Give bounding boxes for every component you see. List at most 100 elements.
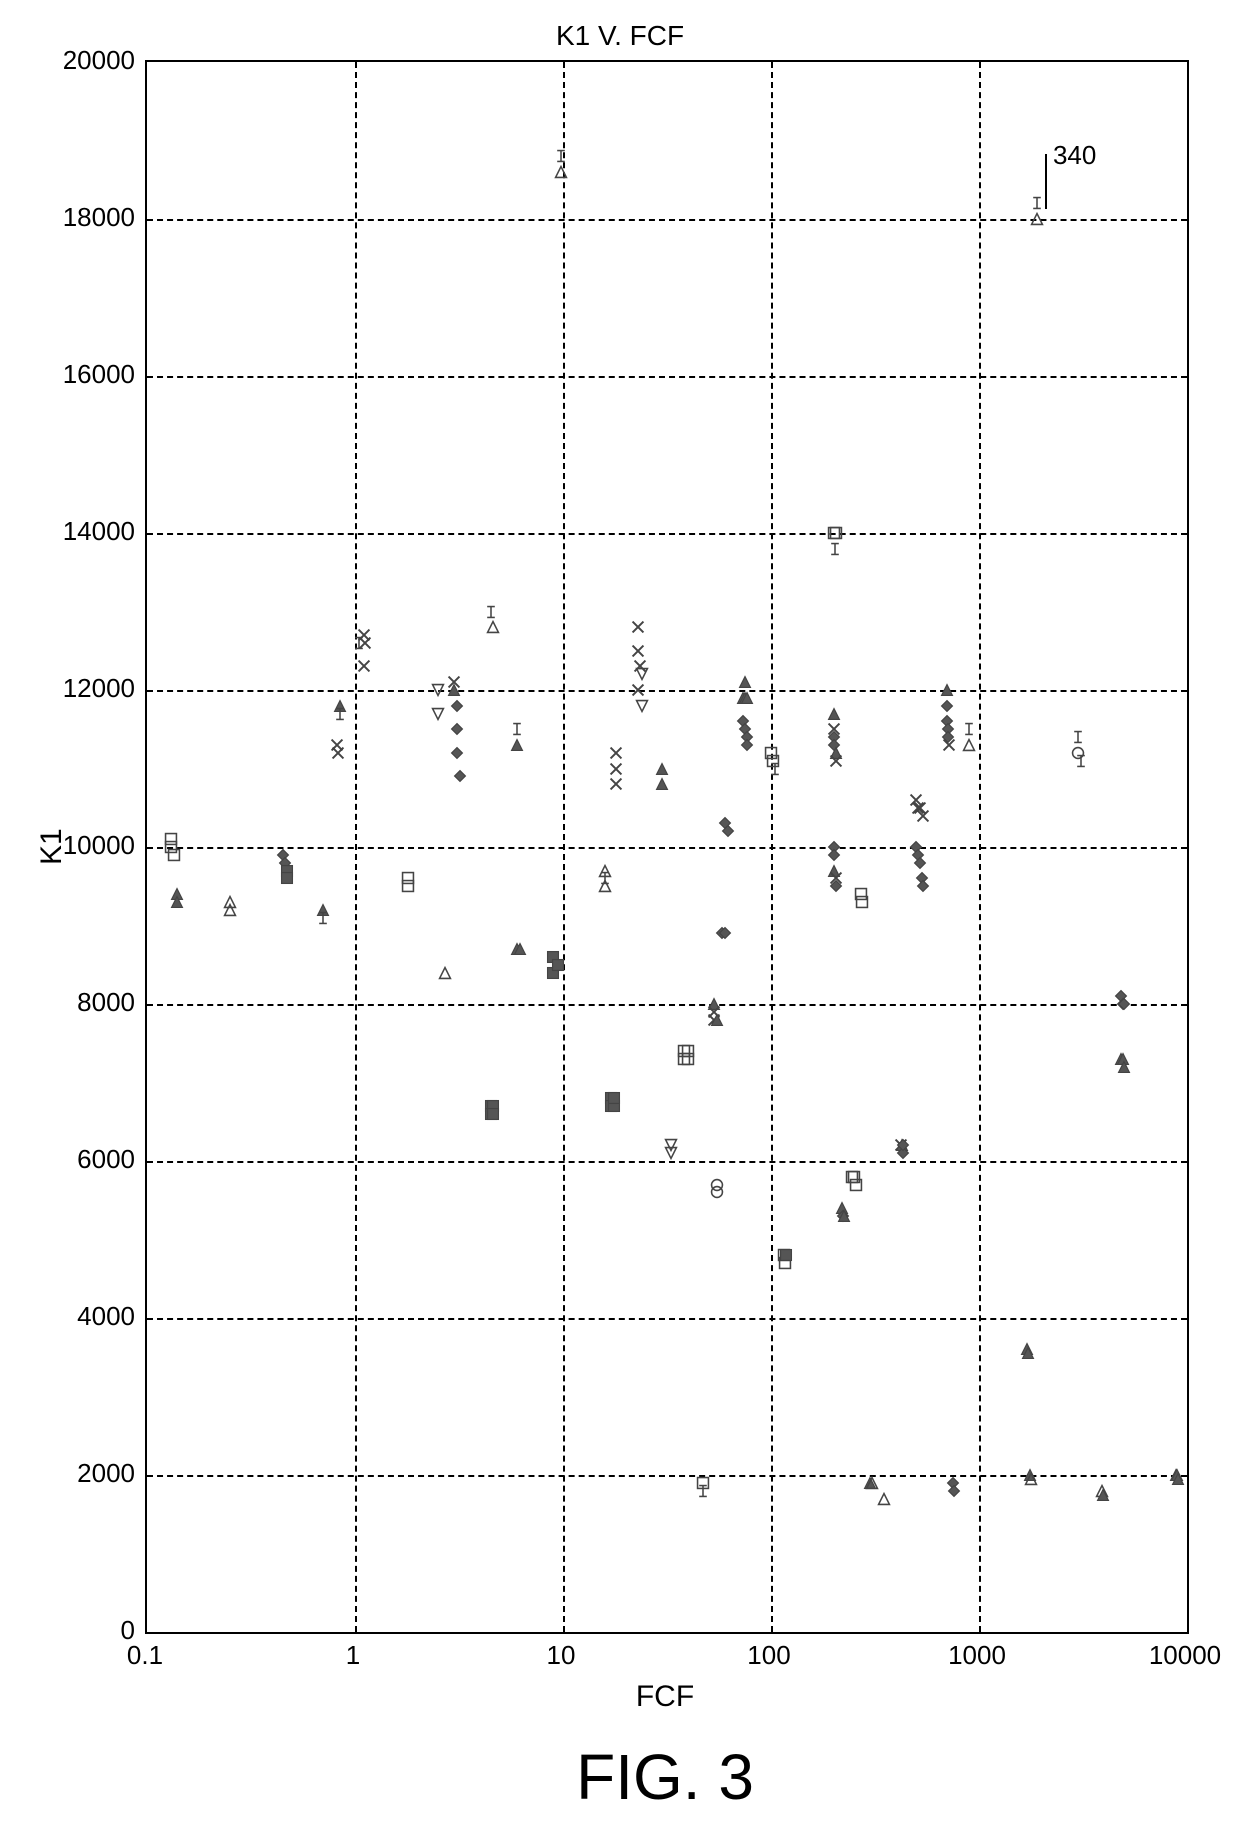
data-point xyxy=(164,832,178,846)
data-point xyxy=(484,605,498,619)
data-point xyxy=(357,659,371,673)
data-point xyxy=(942,738,956,752)
data-point xyxy=(223,903,237,917)
data-point xyxy=(655,762,669,776)
data-point xyxy=(721,824,735,838)
data-point xyxy=(170,895,184,909)
data-point xyxy=(710,1013,724,1027)
data-point xyxy=(829,526,843,540)
data-point xyxy=(696,1484,710,1498)
data-point xyxy=(913,856,927,870)
data-point xyxy=(718,926,732,940)
data-point xyxy=(916,879,930,893)
data-point xyxy=(510,722,524,736)
data-point xyxy=(877,1492,891,1506)
data-point xyxy=(631,644,645,658)
figure-caption: FIG. 3 xyxy=(145,1740,1185,1814)
data-point xyxy=(827,707,841,721)
data-point xyxy=(438,966,452,980)
x-tick-label: 1 xyxy=(313,1640,393,1671)
y-tick-label: 4000 xyxy=(10,1301,135,1332)
data-point xyxy=(609,777,623,791)
data-point xyxy=(631,683,645,697)
data-point xyxy=(1030,212,1044,226)
gridline-horizontal xyxy=(147,533,1187,535)
data-point xyxy=(740,691,754,705)
data-point xyxy=(829,754,843,768)
data-point xyxy=(331,746,345,760)
data-point xyxy=(829,879,843,893)
x-tick-label: 1000 xyxy=(937,1640,1017,1671)
plot-area xyxy=(145,60,1189,1634)
data-point xyxy=(827,848,841,862)
data-point xyxy=(450,699,464,713)
data-point xyxy=(551,958,565,972)
data-point xyxy=(607,1091,621,1105)
data-point xyxy=(738,675,752,689)
data-point xyxy=(740,738,754,752)
data-point xyxy=(635,667,649,681)
data-point xyxy=(962,738,976,752)
data-point xyxy=(710,1185,724,1199)
data-point xyxy=(865,1476,879,1490)
data-point xyxy=(453,769,467,783)
gridline-horizontal xyxy=(147,847,1187,849)
data-point xyxy=(1117,1060,1131,1074)
gridline-horizontal xyxy=(147,1318,1187,1320)
x-tick-label: 10 xyxy=(521,1640,601,1671)
data-point xyxy=(450,722,464,736)
data-point xyxy=(1096,1488,1110,1502)
data-point xyxy=(280,871,294,885)
data-point xyxy=(333,707,347,721)
y-tick-label: 6000 xyxy=(10,1144,135,1175)
x-tick-label: 100 xyxy=(729,1640,809,1671)
y-tick-label: 10000 xyxy=(10,830,135,861)
x-tick-label: 10000 xyxy=(1145,1640,1225,1671)
data-point xyxy=(486,1107,500,1121)
data-point xyxy=(1071,730,1085,744)
data-point xyxy=(167,848,181,862)
data-point xyxy=(554,149,568,163)
data-point xyxy=(631,620,645,634)
data-point xyxy=(1024,1472,1038,1486)
gridline-horizontal xyxy=(147,1161,1187,1163)
data-point xyxy=(510,738,524,752)
data-point xyxy=(837,1209,851,1223)
data-point xyxy=(609,762,623,776)
data-point xyxy=(447,683,461,697)
data-point xyxy=(779,1248,793,1262)
data-point xyxy=(664,1146,678,1160)
data-point xyxy=(916,809,930,823)
y-tick-label: 14000 xyxy=(10,516,135,547)
annotation-label: 340 xyxy=(1053,140,1096,171)
data-point xyxy=(358,636,372,650)
data-point xyxy=(940,699,954,713)
data-point xyxy=(947,1484,961,1498)
data-point xyxy=(681,1052,695,1066)
chart-title: K1 V. FCF xyxy=(0,20,1240,52)
data-point xyxy=(1117,997,1131,1011)
data-point xyxy=(855,895,869,909)
data-point xyxy=(431,707,445,721)
data-point xyxy=(1074,754,1088,768)
x-axis-label: FCF xyxy=(145,1680,1185,1714)
data-point xyxy=(609,746,623,760)
gridline-horizontal xyxy=(147,376,1187,378)
data-point xyxy=(450,746,464,760)
data-point xyxy=(849,1178,863,1192)
data-point xyxy=(896,1138,910,1152)
data-point xyxy=(635,699,649,713)
data-point xyxy=(316,911,330,925)
page-root: { "chart": { "type": "scatter", "title":… xyxy=(0,0,1240,1848)
data-point xyxy=(513,942,527,956)
y-tick-label: 18000 xyxy=(10,202,135,233)
data-point xyxy=(1171,1472,1185,1486)
data-point xyxy=(486,620,500,634)
data-point xyxy=(1030,196,1044,210)
data-point xyxy=(1021,1346,1035,1360)
data-point xyxy=(554,165,568,179)
annotation-leader xyxy=(1045,154,1047,209)
y-tick-label: 0 xyxy=(10,1615,135,1646)
y-tick-label: 16000 xyxy=(10,359,135,390)
y-tick-label: 20000 xyxy=(10,45,135,76)
